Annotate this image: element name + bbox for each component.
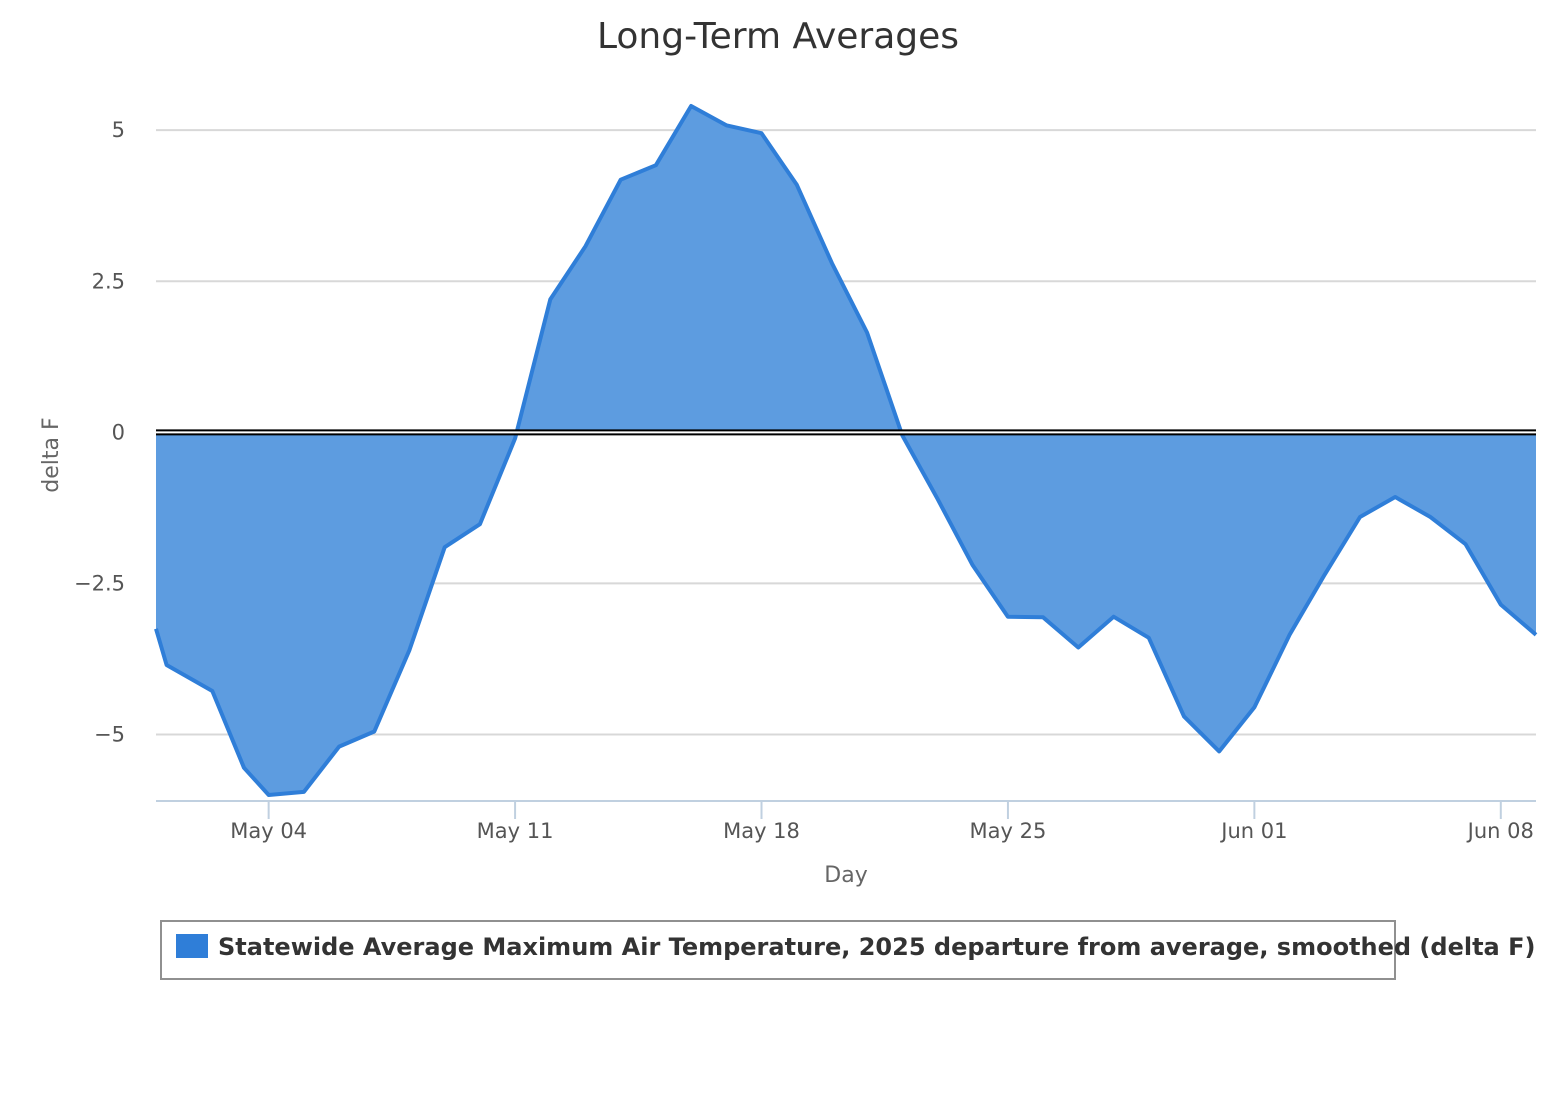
x-axis-title: Day [824, 863, 867, 888]
legend-item-series[interactable]: Statewide Average Maximum Air Temperatur… [218, 933, 1535, 961]
x-tick-label: May 18 [723, 819, 800, 843]
y-axis-tick-labels: 5 2.5 0 −2.5 −5 [74, 118, 125, 746]
x-tick-label: Jun 01 [1219, 819, 1287, 843]
x-tick-label: Jun 08 [1466, 819, 1534, 843]
y-tick-label: 0 [112, 420, 125, 444]
chart-title: Long-Term Averages [597, 16, 959, 57]
plot-area [154, 104, 1538, 797]
y-tick-label: 5 [112, 118, 125, 142]
y-tick-label: 2.5 [92, 269, 125, 293]
y-tick-label: −5 [94, 723, 125, 747]
x-tick-label: May 25 [970, 819, 1047, 843]
x-axis: May 04 May 11 May 18 May 25 Jun 01 Jun 08 [156, 800, 1536, 843]
series-line[interactable] [154, 104, 1538, 797]
y-tick-label: −2.5 [74, 571, 125, 595]
legend-swatch[interactable] [176, 934, 208, 958]
series-area[interactable] [156, 106, 1536, 795]
legend-box [160, 920, 1396, 980]
x-tick-label: May 11 [477, 819, 554, 843]
x-tick-label: May 04 [230, 819, 307, 843]
y-axis-title: delta F [39, 417, 64, 492]
legend: Statewide Average Maximum Air Temperatur… [160, 920, 1535, 980]
